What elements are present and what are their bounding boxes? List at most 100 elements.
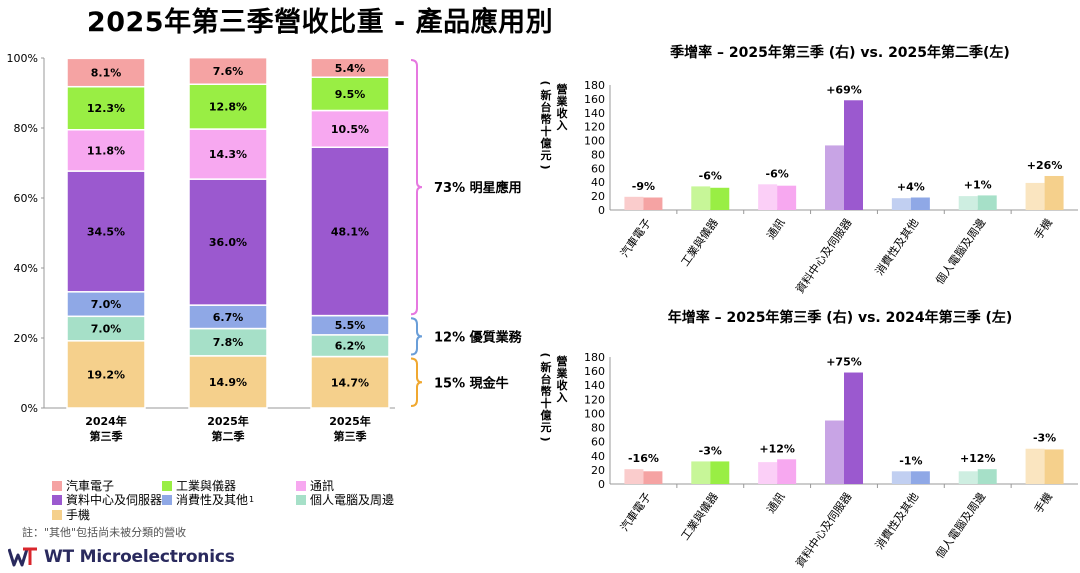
- svg-text:): ): [540, 436, 552, 441]
- logo-text: WT Microelectronics: [44, 547, 235, 567]
- legend-item: 手機: [52, 506, 90, 523]
- chart-title: 年增率 – 2025年第三季 (右) vs. 2024年第三季 (左): [668, 309, 1013, 326]
- svg-text:元: 元: [541, 149, 552, 162]
- change-label: +4%: [897, 181, 925, 194]
- svg-text:台: 台: [541, 372, 552, 386]
- x-tick-label: 2025年: [207, 414, 249, 428]
- bar-prior: [958, 471, 978, 484]
- segment-label: 36.0%: [209, 236, 247, 249]
- stack-segment: [310, 57, 390, 78]
- logo-mark-icon: [8, 547, 37, 567]
- svg-text:台: 台: [541, 100, 552, 114]
- y-tick-label: 160: [584, 365, 605, 378]
- y-tick-label: 140: [584, 107, 605, 120]
- legend-swatch: [296, 480, 306, 491]
- change-label: +75%: [826, 356, 862, 369]
- y-tick-label: 120: [584, 121, 605, 134]
- change-label: -16%: [628, 452, 659, 465]
- annotation-bracket: [410, 317, 423, 356]
- svg-text:億: 億: [541, 408, 552, 422]
- svg-text:元: 元: [541, 421, 552, 434]
- legend-item: 個人電腦及周邊: [296, 491, 394, 508]
- y-tick-label: 40: [591, 450, 605, 463]
- x-tick-label: 通訊: [764, 216, 788, 242]
- x-tick-label: 第三季: [90, 429, 124, 443]
- y-tick-label: 80%: [14, 122, 38, 135]
- stack-segment: [188, 128, 268, 180]
- legend-item: 工業與儀器: [162, 477, 236, 494]
- legend-item: 汽車電子: [52, 477, 114, 494]
- y-tick-label: 0: [598, 478, 605, 491]
- legend-swatch: [52, 509, 62, 520]
- y-tick-label: 20: [591, 464, 605, 477]
- x-tick-label: 汽車電子: [617, 490, 654, 534]
- bar-current: [844, 100, 863, 210]
- y-tick-label: 20: [591, 190, 605, 203]
- y-tick-label: 40%: [14, 262, 38, 275]
- x-tick-label: 2024年: [85, 414, 127, 428]
- bar-current: [1044, 449, 1064, 484]
- annotation-label: 12% 優質業務: [434, 329, 523, 345]
- legend-swatch: [52, 494, 62, 505]
- segment-label: 34.5%: [87, 225, 125, 238]
- annotation-bracket: [410, 59, 423, 316]
- x-tick-label: 資料中心及伺服器: [793, 490, 855, 570]
- svg-text:入: 入: [557, 119, 568, 132]
- bar-current: [844, 372, 863, 484]
- legend-swatch: [52, 480, 62, 491]
- svg-text:): ): [540, 164, 552, 169]
- bar-current: [977, 195, 997, 210]
- svg-text:十: 十: [541, 124, 552, 138]
- bar-prior: [758, 184, 778, 210]
- y-tick-label: 40: [591, 176, 605, 189]
- segment-label: 9.5%: [335, 88, 366, 101]
- segment-label: 8.1%: [91, 67, 122, 80]
- bar-prior: [958, 196, 978, 210]
- change-label: +69%: [826, 83, 862, 96]
- change-label: -1%: [899, 454, 922, 467]
- bar-prior: [758, 462, 778, 484]
- x-tick-label: 個人電腦及周邊: [933, 490, 989, 561]
- x-tick-label: 手機: [1031, 216, 1055, 242]
- segment-label: 7.0%: [91, 298, 122, 311]
- stack-segment: [310, 76, 390, 112]
- svg-text:十: 十: [541, 396, 552, 410]
- bar-current: [777, 459, 797, 484]
- bar-prior: [891, 198, 911, 210]
- change-label: -3%: [1033, 432, 1056, 445]
- legend-item: 通訊: [296, 477, 334, 494]
- segment-label: 6.2%: [335, 340, 366, 353]
- svg-text:億: 億: [541, 136, 552, 150]
- svg-text:營: 營: [557, 354, 568, 368]
- change-label: -6%: [699, 169, 722, 182]
- segment-label: 5.5%: [335, 319, 366, 332]
- svg-text:業: 業: [556, 366, 569, 380]
- segment-label: 14.7%: [331, 376, 369, 389]
- bar-current: [1044, 175, 1064, 210]
- segment-label: 7.6%: [213, 65, 244, 78]
- y-tick-label: 100: [584, 135, 605, 148]
- bar-prior: [1025, 182, 1045, 210]
- svg-text:新: 新: [541, 360, 552, 374]
- segment-label: 12.3%: [87, 102, 125, 115]
- y-tick-label: 60: [591, 162, 605, 175]
- company-logo: WT Microelectronics: [8, 546, 235, 568]
- segment-label: 19.2%: [87, 368, 125, 381]
- bar-prior: [691, 186, 711, 210]
- change-label: +26%: [1027, 159, 1063, 172]
- x-tick-label: 第二季: [212, 429, 246, 443]
- segment-label: 10.5%: [331, 123, 369, 136]
- stack-segment: [66, 57, 146, 88]
- stack-segment: [188, 83, 268, 130]
- legend-swatch: [296, 494, 306, 505]
- svg-text:收: 收: [557, 378, 568, 392]
- x-tick-label: 汽車電子: [617, 216, 654, 260]
- y-tick-label: 180: [584, 351, 605, 364]
- legend-item: 資料中心及伺服器: [52, 491, 162, 508]
- stacked-bar-chart: 0% 20% 40% 60% 80% 100% 19.2% 7.0% 7.0% 34.5% 11.8…: [7, 52, 523, 443]
- change-label: -6%: [766, 167, 789, 180]
- svg-text:(: (: [540, 80, 552, 85]
- x-tick-label: 個人電腦及周邊: [933, 216, 989, 287]
- segment-label: 6.7%: [213, 311, 244, 324]
